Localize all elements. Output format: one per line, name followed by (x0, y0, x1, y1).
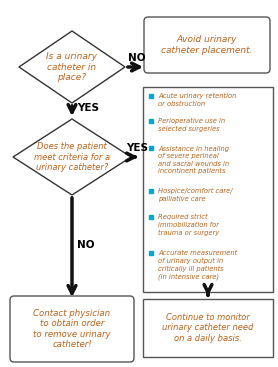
Text: NO: NO (77, 240, 95, 250)
Text: Does the patient
meet criteria for a
urinary catheter?: Does the patient meet criteria for a uri… (34, 142, 110, 172)
Text: Is a urinary
catheter in
place?: Is a urinary catheter in place? (46, 52, 98, 82)
FancyBboxPatch shape (143, 299, 273, 357)
FancyBboxPatch shape (10, 296, 134, 362)
Text: NO: NO (128, 53, 145, 63)
Text: Hospice/comfort care/
palliative care: Hospice/comfort care/ palliative care (158, 188, 232, 202)
Text: YES: YES (77, 103, 99, 113)
Text: Accurate measurement
of urinary output in
critically ill patients
(in intensive : Accurate measurement of urinary output i… (158, 250, 237, 280)
Text: Contact physician
to obtain order
to remove urinary
catheter!: Contact physician to obtain order to rem… (33, 309, 111, 349)
Text: Continue to monitor
urinary catheter need
on a daily basis.: Continue to monitor urinary catheter nee… (162, 313, 254, 343)
FancyBboxPatch shape (144, 17, 270, 73)
Text: Required strict
immobilization for
trauma or surgery: Required strict immobilization for traum… (158, 214, 219, 236)
FancyBboxPatch shape (143, 87, 273, 292)
Text: Acute urinary retention
or obstruction: Acute urinary retention or obstruction (158, 93, 236, 107)
Text: Assistance in healing
of severe perineal
and sacral wounds in
incontinent patien: Assistance in healing of severe perineal… (158, 146, 229, 174)
Text: Perioperative use in
selected surgeries: Perioperative use in selected surgeries (158, 118, 225, 132)
Text: Avoid urinary
catheter placement.: Avoid urinary catheter placement. (161, 35, 253, 55)
Text: YES: YES (126, 143, 148, 153)
